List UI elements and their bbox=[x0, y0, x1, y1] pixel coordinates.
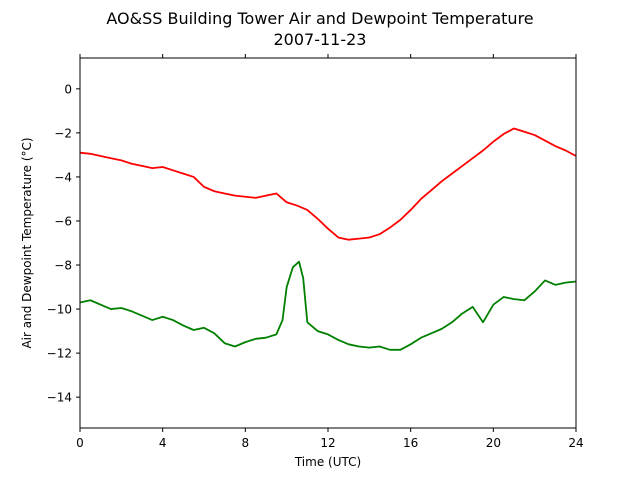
y-tick-label: −6 bbox=[54, 214, 72, 228]
x-tick-label: 4 bbox=[159, 436, 167, 450]
y-tick-label: −10 bbox=[47, 303, 72, 317]
air-temperature-line bbox=[79, 127, 577, 241]
x-tick-label: 12 bbox=[320, 436, 335, 450]
x-axis-label: Time (UTC) bbox=[294, 455, 361, 469]
plot-frame bbox=[79, 57, 577, 429]
x-tick-label: 24 bbox=[568, 436, 583, 450]
y-tick-label: −4 bbox=[54, 170, 72, 184]
y-axis-label: Air and Dewpoint Temperature (°C) bbox=[20, 137, 34, 348]
chart-title: AO&SS Building Tower Air and Dewpoint Te… bbox=[106, 9, 533, 28]
tick-layer: 0 4 8 12 16 20 24 0 −2 −4 −6 −8 −10 −12 −14 bbox=[47, 54, 584, 450]
x-tick-label: 20 bbox=[486, 436, 501, 450]
y-tick-label: −2 bbox=[54, 126, 72, 140]
y-tick-label: 0 bbox=[64, 82, 72, 96]
y-tick-label: −8 bbox=[54, 259, 72, 273]
y-tick-label: −12 bbox=[47, 347, 72, 361]
y-tick-label: −14 bbox=[47, 391, 72, 405]
x-tick-label: 16 bbox=[403, 436, 418, 450]
series-layer bbox=[79, 127, 577, 351]
chart-subtitle: 2007-11-23 bbox=[274, 30, 367, 49]
x-tick-label: 8 bbox=[242, 436, 250, 450]
x-tick-label: 0 bbox=[76, 436, 84, 450]
dewpoint-temperature-line bbox=[79, 260, 577, 351]
